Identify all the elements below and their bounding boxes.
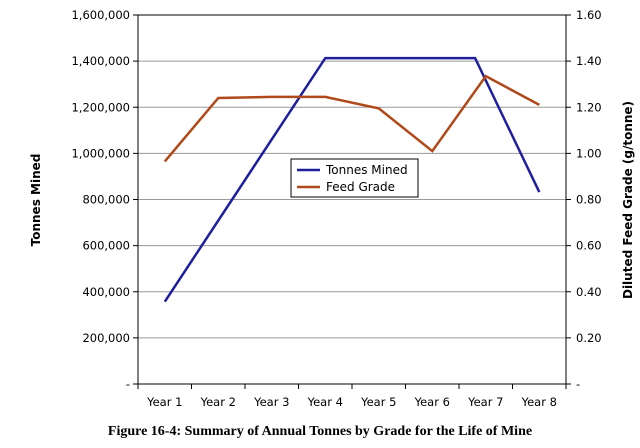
x-axis-ticks: Year 1 Year 2 Year 3 Year 4 Year 5 Year 6 Year… bbox=[137, 384, 567, 409]
x-tick-label: Year 5 bbox=[360, 395, 396, 409]
right-tick-label: 0.40 bbox=[576, 285, 602, 299]
left-tick-label: 200,000 bbox=[82, 331, 130, 345]
feed-grade-line bbox=[163, 74, 540, 163]
right-axis-title: Diluted Feed Grade (g/tonne) bbox=[621, 101, 635, 299]
right-tick-label: - bbox=[576, 377, 580, 391]
legend-label-grade: Feed Grade bbox=[326, 180, 395, 194]
series-lines bbox=[163, 56, 541, 303]
left-tick-label: 1,000,000 bbox=[71, 146, 130, 160]
right-tick-label: 1.40 bbox=[576, 54, 602, 68]
right-tick-label: 1.00 bbox=[576, 146, 602, 160]
right-axis-ticks: - 0.20 0.40 0.60 0.80 1.00 1.20 1.40 1.60 bbox=[566, 8, 602, 391]
figure-caption: Figure 16-4: Summary of Annual Tonnes by… bbox=[107, 424, 533, 439]
legend: Tonnes Mined Feed Grade bbox=[290, 158, 419, 198]
left-tick-label: 1,600,000 bbox=[71, 8, 130, 22]
left-tick-label: 400,000 bbox=[82, 285, 130, 299]
left-tick-label: 600,000 bbox=[82, 239, 130, 253]
left-tick-label: 1,400,000 bbox=[71, 54, 130, 68]
x-tick-label: Year 2 bbox=[200, 395, 236, 409]
tonnes-mined-line bbox=[163, 56, 541, 303]
legend-box bbox=[290, 158, 419, 198]
x-tick-label: Year 4 bbox=[307, 395, 343, 409]
x-tick-label: Year 1 bbox=[146, 395, 182, 409]
left-axis-title: Tonnes Mined bbox=[29, 154, 43, 247]
x-tick-label: Year 3 bbox=[253, 395, 289, 409]
left-axis-ticks: - 200,000 400,000 600,000 800,000 1,000,000 1,… bbox=[71, 8, 138, 391]
x-tick-label: Year 6 bbox=[414, 395, 450, 409]
left-tick-label: - bbox=[126, 377, 130, 391]
left-tick-label: 800,000 bbox=[82, 193, 130, 207]
right-tick-label: 1.20 bbox=[576, 100, 602, 114]
right-tick-label: 1.60 bbox=[576, 8, 602, 22]
x-tick-label: Year 7 bbox=[467, 395, 503, 409]
right-tick-label: 0.60 bbox=[576, 239, 602, 253]
legend-label-tonnes: Tonnes Mined bbox=[325, 163, 408, 177]
x-tick-label: Year 8 bbox=[521, 395, 557, 409]
right-tick-label: 0.20 bbox=[576, 331, 602, 345]
right-tick-label: 0.80 bbox=[576, 193, 602, 207]
left-tick-label: 1,200,000 bbox=[71, 100, 130, 114]
